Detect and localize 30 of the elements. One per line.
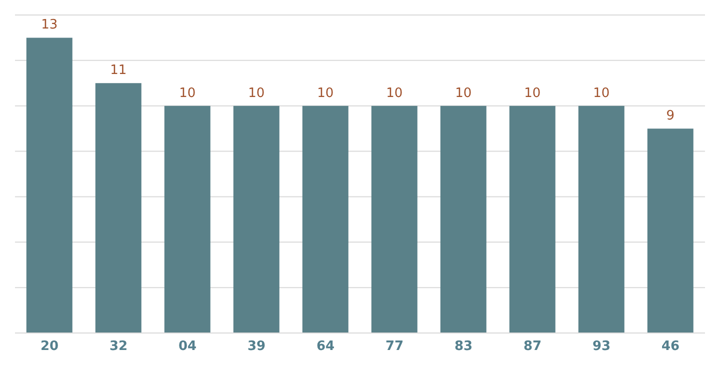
x-tick-label: 64 — [316, 339, 335, 354]
data-label: 11 — [110, 63, 127, 78]
bar — [302, 106, 348, 333]
x-tick-label: 77 — [385, 339, 404, 354]
data-label: 13 — [41, 18, 58, 33]
bar — [26, 38, 72, 333]
x-tick-label: 20 — [40, 339, 59, 354]
x-tick-label: 83 — [454, 339, 473, 354]
bar — [371, 106, 418, 333]
bar — [440, 106, 486, 333]
data-label: 10 — [455, 86, 472, 101]
x-tick-label: 04 — [178, 339, 197, 354]
data-label: 10 — [524, 86, 541, 101]
x-tick-label: 93 — [592, 339, 611, 354]
x-tick-label: 46 — [661, 339, 680, 354]
data-label: 10 — [317, 86, 334, 101]
x-tick-label: 39 — [247, 339, 266, 354]
bar — [647, 128, 694, 333]
bar — [509, 106, 556, 333]
x-tick-label: 87 — [523, 339, 542, 354]
bar — [233, 106, 280, 333]
data-label: 10 — [386, 86, 403, 101]
bar — [578, 106, 624, 333]
data-label: 10 — [179, 86, 196, 101]
data-label: 9 — [666, 108, 675, 124]
bar — [164, 106, 210, 333]
bar — [95, 83, 142, 333]
data-label: 10 — [593, 86, 610, 101]
x-tick-label: 32 — [109, 339, 128, 354]
data-label: 10 — [248, 86, 265, 101]
